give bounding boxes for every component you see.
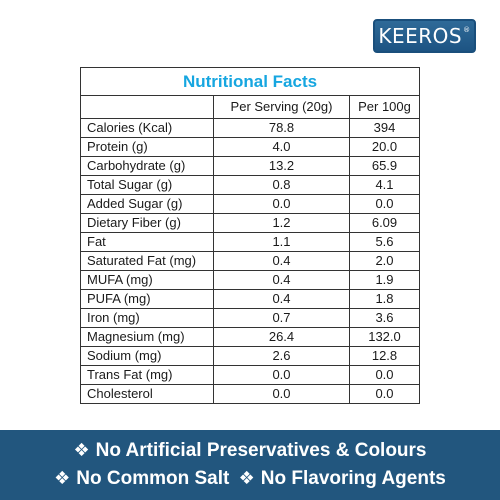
nutrient-label: Saturated Fat (mg) xyxy=(80,251,214,271)
table-row: Magnesium (mg) 26.4 132.0 xyxy=(80,327,420,347)
table-row: Carbohydrate (g) 13.2 65.9 xyxy=(80,156,420,176)
nutrient-label: Calories (Kcal) xyxy=(80,118,214,138)
per-100g-value: 394 xyxy=(349,118,420,138)
table-row: Dietary Fiber (g) 1.2 6.09 xyxy=(80,213,420,233)
per-100g-value: 1.8 xyxy=(349,289,420,309)
claim-no-preservatives: No Artificial Preservatives & Colours xyxy=(95,440,427,461)
diamond-bullet-icon: ❖ xyxy=(54,468,71,488)
nutrition-table: Nutritional Facts Per Serving (20g) Per … xyxy=(80,67,420,404)
table-row: Calories (Kcal) 78.8 394 xyxy=(80,118,420,138)
brand-logo: KEEROS ® xyxy=(371,17,478,55)
diamond-bullet-icon: ❖ xyxy=(238,468,255,488)
table-row: Total Sugar (g) 0.8 4.1 xyxy=(80,175,420,195)
nutrient-label: Fat xyxy=(80,232,214,252)
per-100g-value: 6.09 xyxy=(349,213,420,233)
per-serving-value: 0.4 xyxy=(213,270,350,290)
table-row: Iron (mg) 0.7 3.6 xyxy=(80,308,420,328)
per-serving-value: 0.0 xyxy=(213,194,350,214)
header-per-100g: Per 100g xyxy=(349,95,420,119)
per-serving-value: 1.2 xyxy=(213,213,350,233)
table-title-row: Nutritional Facts xyxy=(80,67,420,96)
nutrient-label: Carbohydrate (g) xyxy=(80,156,214,176)
nutrient-label: Protein (g) xyxy=(80,137,214,157)
per-serving-value: 0.8 xyxy=(213,175,350,195)
table-row: Cholesterol 0.0 0.0 xyxy=(80,384,420,404)
table-title: Nutritional Facts xyxy=(80,67,420,96)
per-serving-value: 4.0 xyxy=(213,137,350,157)
nutrient-label: Total Sugar (g) xyxy=(80,175,214,195)
claims-line-2: ❖ No Common Salt ❖ No Flavoring Agents xyxy=(0,468,500,490)
table-row: PUFA (mg) 0.4 1.8 xyxy=(80,289,420,309)
table-row: Fat 1.1 5.6 xyxy=(80,232,420,252)
table-row: Trans Fat (mg) 0.0 0.0 xyxy=(80,365,420,385)
per-serving-value: 78.8 xyxy=(213,118,350,138)
per-serving-value: 0.7 xyxy=(213,308,350,328)
registered-mark: ® xyxy=(463,26,471,34)
table-row: Saturated Fat (mg) 0.4 2.0 xyxy=(80,251,420,271)
per-serving-value: 13.2 xyxy=(213,156,350,176)
nutrient-label: Added Sugar (g) xyxy=(80,194,214,214)
per-100g-value: 0.0 xyxy=(349,384,420,404)
per-100g-value: 20.0 xyxy=(349,137,420,157)
claim-no-salt: No Common Salt xyxy=(76,468,230,489)
diamond-bullet-icon: ❖ xyxy=(73,440,90,460)
table-row: Added Sugar (g) 0.0 0.0 xyxy=(80,194,420,214)
per-serving-value: 1.1 xyxy=(213,232,350,252)
header-per-serving: Per Serving (20g) xyxy=(213,95,350,119)
per-100g-value: 12.8 xyxy=(349,346,420,366)
nutrient-label: Iron (mg) xyxy=(80,308,214,328)
per-100g-value: 3.6 xyxy=(349,308,420,328)
table-row: Sodium (mg) 2.6 12.8 xyxy=(80,346,420,366)
per-serving-value: 26.4 xyxy=(213,327,350,347)
per-100g-value: 0.0 xyxy=(349,365,420,385)
per-serving-value: 2.6 xyxy=(213,346,350,366)
per-serving-value: 0.4 xyxy=(213,289,350,309)
nutrient-label: Dietary Fiber (g) xyxy=(80,213,214,233)
per-100g-value: 1.9 xyxy=(349,270,420,290)
per-serving-value: 0.0 xyxy=(213,365,350,385)
claim-no-flavoring: No Flavoring Agents xyxy=(260,468,446,489)
per-100g-value: 132.0 xyxy=(349,327,420,347)
nutrient-label: Magnesium (mg) xyxy=(80,327,214,347)
table-header-row: Per Serving (20g) Per 100g xyxy=(80,95,420,119)
nutrient-label: PUFA (mg) xyxy=(80,289,214,309)
nutrient-label: Cholesterol xyxy=(80,384,214,404)
per-100g-value: 5.6 xyxy=(349,232,420,252)
per-serving-value: 0.0 xyxy=(213,384,350,404)
per-100g-value: 0.0 xyxy=(349,194,420,214)
brand-badge: KEEROS ® xyxy=(373,19,476,53)
claims-banner: ❖ No Artificial Preservatives & Colours ❖… xyxy=(0,430,500,500)
table-row: MUFA (mg) 0.4 1.9 xyxy=(80,270,420,290)
brand-name: KEEROS xyxy=(378,24,463,48)
nutrient-label: Sodium (mg) xyxy=(80,346,214,366)
claims-line-1: ❖ No Artificial Preservatives & Colours xyxy=(0,440,500,462)
per-100g-value: 65.9 xyxy=(349,156,420,176)
per-serving-value: 0.4 xyxy=(213,251,350,271)
per-100g-value: 4.1 xyxy=(349,175,420,195)
header-empty-cell xyxy=(80,95,214,119)
per-100g-value: 2.0 xyxy=(349,251,420,271)
nutrient-label: MUFA (mg) xyxy=(80,270,214,290)
table-row: Protein (g) 4.0 20.0 xyxy=(80,137,420,157)
nutrient-label: Trans Fat (mg) xyxy=(80,365,214,385)
